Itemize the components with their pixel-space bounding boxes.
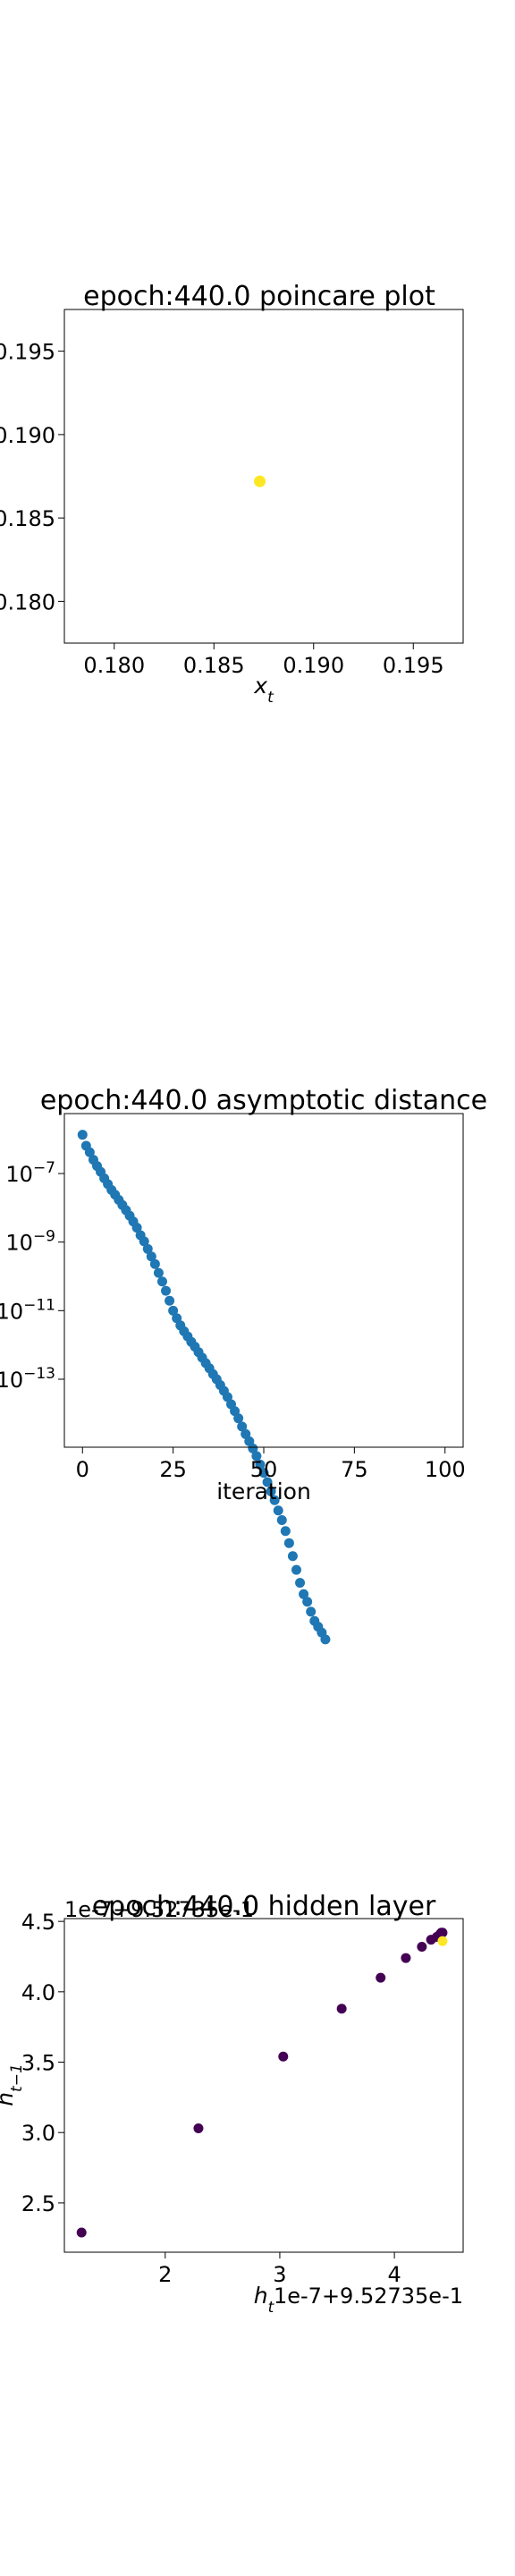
- asymptotic-x-tick-label-0: 0: [76, 1457, 89, 1482]
- poincare-y-tick-label-1: 0.185: [0, 506, 55, 531]
- hidden-layer-point-3: [336, 2004, 347, 2014]
- asymptotic-point-54: [273, 1505, 283, 1516]
- asymptotic-point-49: [255, 1459, 266, 1470]
- asymptotic-point-43: [233, 1413, 244, 1424]
- hidden-layer-x-tick-label-2: 4: [387, 2262, 401, 2287]
- poincare-x-tick-label-3: 0.195: [383, 653, 444, 678]
- hidden-layer-point-13: [437, 1936, 448, 1946]
- poincare-y-tick-label-0: 0.180: [0, 589, 55, 614]
- asymptotic-point-19: [146, 1251, 156, 1262]
- asymptotic-point-22: [156, 1276, 167, 1287]
- asymptotic-point-53: [269, 1495, 280, 1505]
- asymptotic-point-21: [153, 1267, 164, 1278]
- asymptotic-point-0: [77, 1130, 88, 1140]
- asymptotic-point-58: [287, 1551, 298, 1562]
- asymptotic-x-tick-label-4: 100: [425, 1457, 466, 1482]
- asymptotic-point-24: [165, 1295, 175, 1306]
- poincare-x-tick-label-0: 0.180: [83, 653, 145, 678]
- poincare-marks: [254, 475, 266, 487]
- hidden-layer-point-12: [437, 1928, 448, 1938]
- hidden-layer-point-2: [278, 2051, 289, 2062]
- asymptotic-point-48: [251, 1451, 262, 1462]
- poincare-x-ticks: 0.180 0.185 0.190 0.195: [83, 643, 444, 678]
- asymptotic-marks: [77, 1130, 331, 1645]
- hidden-layer-x-offset: 1e-7+9.52735e-1: [274, 2284, 463, 2309]
- hidden-layer-y-tick-label-1: 3.0: [21, 2121, 55, 2146]
- asymptotic-point-52: [266, 1486, 276, 1496]
- poincare-point-0: [254, 475, 266, 487]
- hidden-layer-x-ticks: 2 3 4: [158, 2252, 401, 2287]
- poincare-x-tick-label-1: 0.185: [183, 653, 245, 678]
- poincare-title: epoch:440.0 poincare plot: [83, 281, 435, 312]
- asymptotic-point-55: [276, 1515, 287, 1526]
- hidden-layer-y-tick-label-0: 2.5: [21, 2191, 55, 2216]
- asymptotic-x-tick-label-1: 25: [159, 1457, 187, 1482]
- hidden-layer-title: epoch:440.0 hidden layer: [92, 1891, 436, 1922]
- asymptotic-x-tick-label-3: 75: [341, 1457, 368, 1482]
- asymptotic-point-25: [168, 1305, 179, 1316]
- poincare-y-tick-label-2: 0.190: [0, 423, 55, 448]
- hidden-layer-x-tick-label-0: 2: [158, 2262, 172, 2287]
- asymptotic-point-59: [291, 1564, 301, 1575]
- poincare-y-tick-label-3: 0.195: [0, 340, 55, 365]
- asymptotic-point-23: [161, 1285, 172, 1296]
- asymptotic-x-ticks: 0 25 50 75 100: [76, 1447, 466, 1482]
- hidden-layer-point-0: [76, 2227, 87, 2238]
- asymptotic-point-57: [283, 1538, 294, 1548]
- asymptotic-point-50: [258, 1468, 269, 1479]
- hidden-layer-y-offset: 1e-7+9.52735e-1: [64, 1897, 254, 1922]
- asymptotic-point-17: [139, 1236, 149, 1247]
- asymptotic-point-60: [295, 1578, 306, 1589]
- asymptotic-point-47: [248, 1443, 258, 1453]
- asymptotic-point-51: [262, 1477, 273, 1487]
- hidden-layer-y-tick-label-3: 4.0: [21, 1980, 55, 2005]
- hidden-layer-y-tick-label-2: 3.5: [21, 2051, 55, 2076]
- asymptotic-title: epoch:440.0 asymptotic distance: [40, 1085, 487, 1116]
- asymptotic-point-61: [299, 1589, 309, 1599]
- asymptotic-point-44: [237, 1421, 248, 1432]
- asymptotic-x-tick-label-2: 50: [250, 1457, 278, 1482]
- asymptotic-point-63: [306, 1606, 317, 1617]
- asymptotic-point-2: [84, 1147, 95, 1157]
- hidden-layer-point-1: [193, 2123, 204, 2134]
- hidden-layer-x-tick-label-1: 3: [273, 2262, 286, 2287]
- asymptotic-point-20: [149, 1258, 160, 1269]
- asymptotic-chart: epoch:440.0 asymptotic distance 0 25 50 75 1…: [0, 1085, 487, 1645]
- hidden-layer-point-5: [401, 1953, 411, 1963]
- hidden-layer-plot-area: [63, 1918, 464, 2253]
- poincare-y-ticks: 0.180 0.185 0.190 0.195: [0, 340, 64, 614]
- asymptotic-x-axis-label: iteration: [216, 1479, 311, 1504]
- hidden-layer-point-4: [376, 1972, 386, 1983]
- hidden-layer-y-ticks: 2.5 3.0 3.5 4.0 4.5: [21, 1910, 64, 2216]
- poincare-plot-area: [63, 309, 464, 644]
- hidden-layer-chart: epoch:440.0 hidden layer 1e-7+9.52735e-1…: [0, 1891, 464, 2317]
- poincare-x-tick-label-2: 0.190: [283, 653, 344, 678]
- hidden-layer-point-6: [417, 1941, 427, 1952]
- asymptotic-point-18: [142, 1243, 153, 1254]
- hidden-layer-marks: [76, 1928, 448, 2238]
- hidden-layer-y-tick-label-4: 4.5: [21, 1910, 55, 1935]
- asymptotic-point-15: [131, 1223, 142, 1233]
- asymptotic-point-67: [320, 1634, 331, 1645]
- asymptotic-point-62: [302, 1597, 313, 1607]
- asymptotic-point-56: [280, 1526, 291, 1537]
